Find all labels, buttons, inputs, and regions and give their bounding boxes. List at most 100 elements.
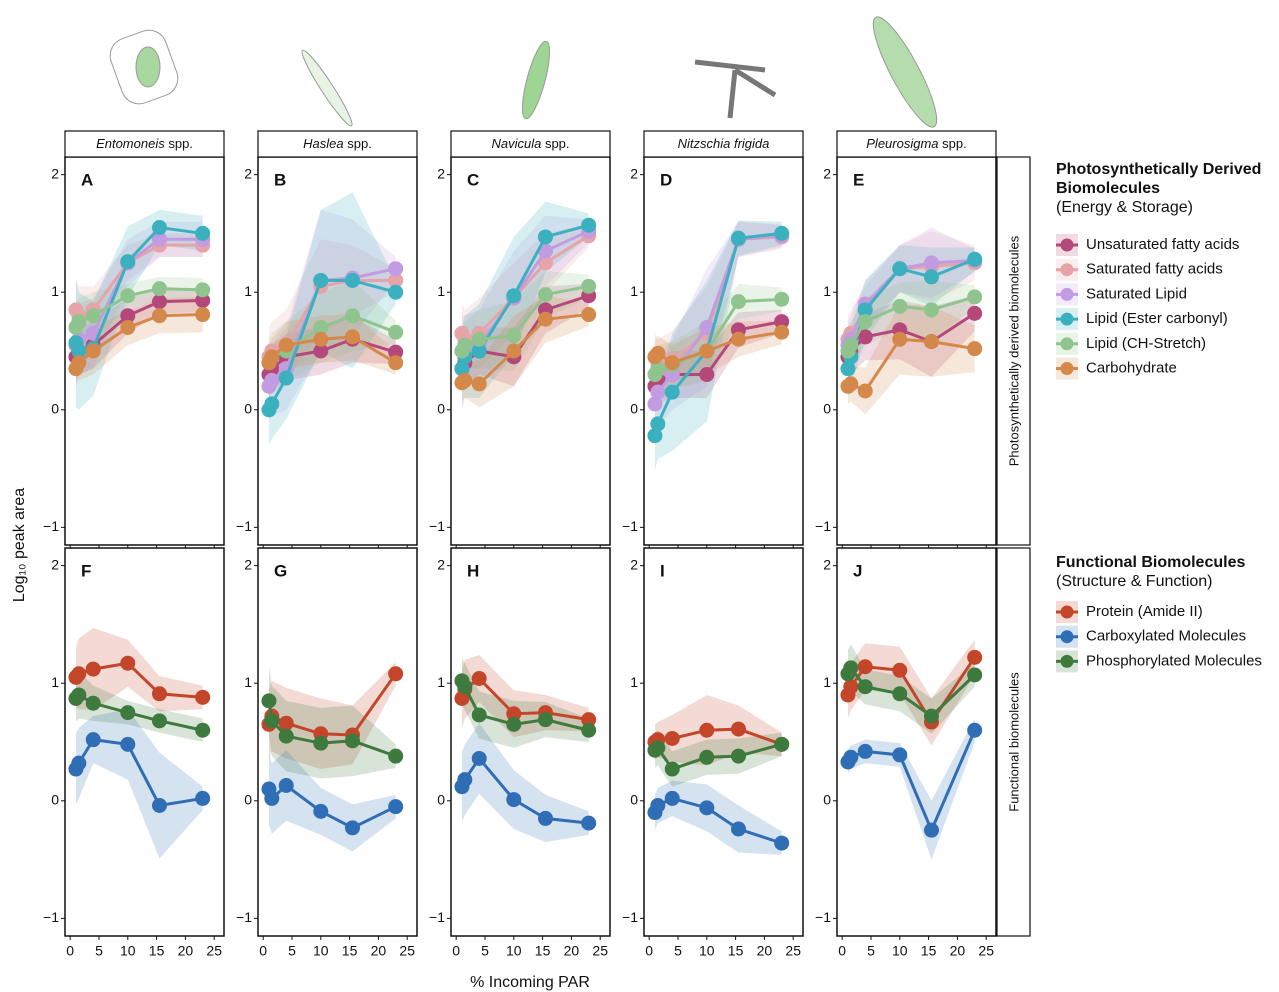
- y-tick-label: 2: [51, 556, 59, 572]
- point: [71, 343, 87, 359]
- point: [892, 747, 908, 763]
- point: [774, 225, 790, 241]
- y-tick-label: 2: [823, 556, 831, 572]
- strip: [836, 130, 997, 158]
- point: [840, 361, 856, 377]
- x-tick-label: 5: [95, 943, 103, 959]
- point: [344, 329, 360, 345]
- x-tick-label: 25: [785, 943, 801, 959]
- point: [537, 311, 553, 327]
- point: [843, 376, 859, 392]
- point: [85, 308, 101, 324]
- y-tick-label: 1: [244, 283, 252, 299]
- legend-key-point: [1060, 654, 1074, 668]
- point: [264, 790, 280, 806]
- point: [313, 331, 329, 347]
- point: [892, 261, 908, 277]
- point: [388, 272, 404, 288]
- point: [388, 355, 404, 371]
- ribbon: [268, 192, 396, 446]
- point: [278, 370, 294, 386]
- ribbon: [847, 245, 975, 399]
- ribbon: [461, 201, 589, 410]
- point: [85, 343, 101, 359]
- ribbon: [461, 215, 589, 387]
- point: [581, 217, 597, 233]
- strip-title-italic: Navicula: [491, 136, 541, 151]
- ribbon: [847, 639, 975, 746]
- legend-label: Carbohydrate: [1086, 359, 1177, 376]
- point: [471, 376, 487, 392]
- legend-subtitle: (Structure & Function): [1056, 573, 1213, 590]
- diatom-navicula: [521, 40, 551, 120]
- point: [967, 667, 983, 683]
- strip-title-plain: spp.: [168, 136, 193, 151]
- legend-title: Photosynthetically Derived Biomolecules (…: [1056, 160, 1279, 217]
- legend-key-point: [1060, 312, 1074, 326]
- panel-marks: [261, 192, 404, 446]
- strip: [257, 130, 418, 158]
- row-strip-label: Photosynthetically derived biomolecules: [1006, 235, 1021, 466]
- y-tick-label: 0: [51, 791, 59, 807]
- point: [264, 713, 280, 729]
- x-tick-label: 15: [535, 943, 551, 959]
- point: [923, 822, 939, 838]
- point: [313, 343, 329, 359]
- point: [151, 686, 167, 702]
- point: [581, 722, 597, 738]
- diatom-pleurosigma: [872, 16, 938, 128]
- point: [388, 748, 404, 764]
- y-tick-label: −1: [622, 909, 638, 925]
- x-tick-label: 5: [481, 943, 489, 959]
- legend-key-point: [1060, 287, 1074, 301]
- point: [195, 225, 211, 241]
- point: [892, 662, 908, 678]
- panel-label: H: [467, 561, 479, 580]
- ribbon: [461, 657, 589, 748]
- point: [457, 372, 473, 388]
- y-tick-label: 0: [630, 791, 638, 807]
- x-tick-label: 0: [259, 943, 267, 959]
- diatom-haslea: [301, 49, 353, 127]
- point: [344, 733, 360, 749]
- point: [388, 284, 404, 300]
- point: [892, 298, 908, 314]
- point: [388, 344, 404, 360]
- point: [506, 706, 522, 722]
- point: [923, 255, 939, 271]
- point: [581, 815, 597, 831]
- row-strip: [996, 547, 1031, 937]
- y-tick-label: 2: [437, 556, 445, 572]
- panel-marks: [647, 220, 790, 471]
- y-tick-label: 1: [51, 674, 59, 690]
- point: [120, 319, 136, 335]
- y-tick-label: −1: [429, 909, 445, 925]
- point: [388, 324, 404, 340]
- row-strip-label: Functional biomolecules: [1006, 672, 1021, 812]
- row-strip: [996, 156, 1031, 546]
- x-tick-label: 5: [288, 943, 296, 959]
- point: [85, 732, 101, 748]
- point: [967, 305, 983, 321]
- ribbon: [847, 303, 975, 415]
- point: [650, 416, 666, 432]
- y-tick-label: 1: [823, 674, 831, 690]
- point: [195, 282, 211, 298]
- point: [151, 281, 167, 297]
- legend-label: Saturated fatty acids: [1086, 261, 1223, 278]
- point: [120, 254, 136, 270]
- ribbon: [461, 723, 589, 842]
- legend-label: Carboxylated Molecules: [1086, 628, 1246, 645]
- point: [278, 728, 294, 744]
- legend-title-text: Functional Biomolecules: [1056, 554, 1246, 571]
- legend-key-point: [1060, 238, 1074, 252]
- strip-title-italic: Haslea: [303, 136, 343, 151]
- point: [151, 294, 167, 310]
- point: [730, 821, 746, 837]
- y-tick-label: 0: [244, 400, 252, 416]
- ribbon: [75, 288, 203, 381]
- point: [730, 294, 746, 310]
- diatom-entomoneis: [109, 29, 179, 105]
- point: [457, 772, 473, 788]
- point: [85, 661, 101, 677]
